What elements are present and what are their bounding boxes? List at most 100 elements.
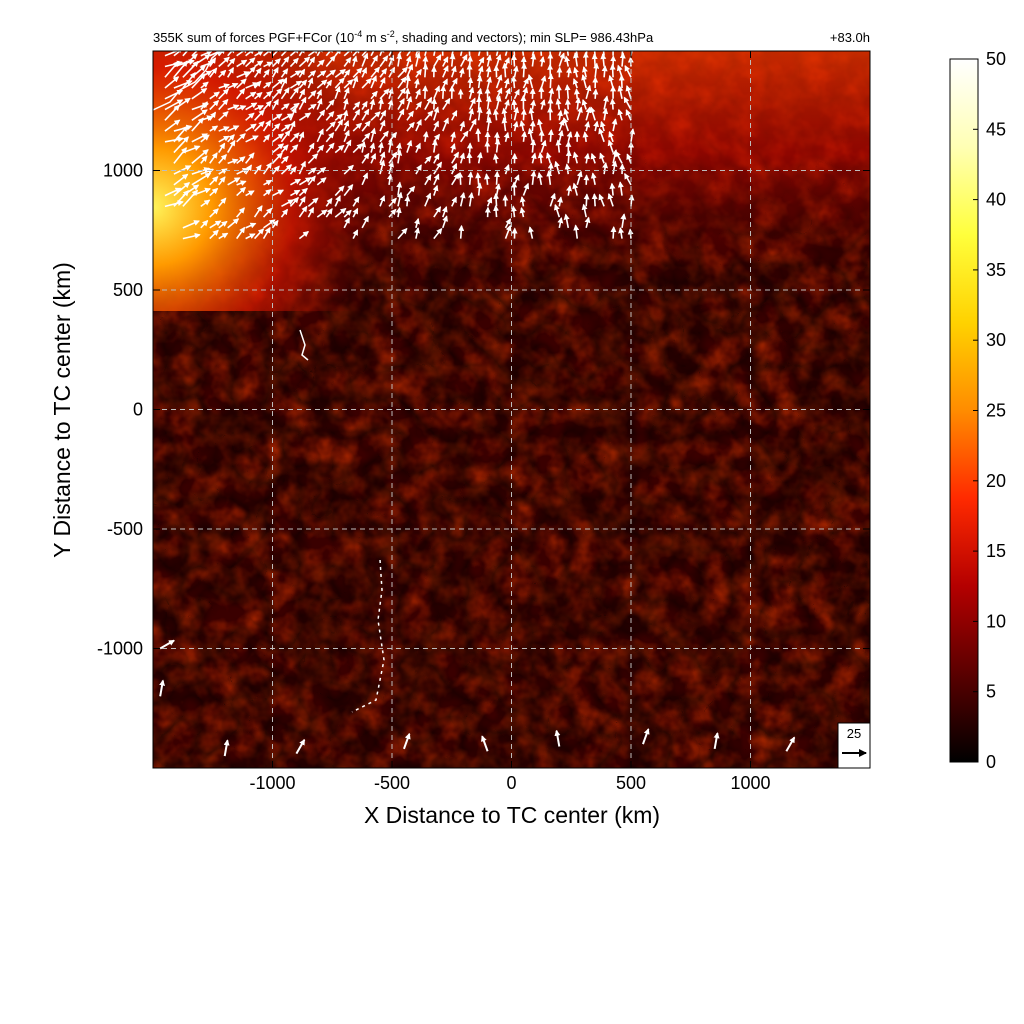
force-vector <box>200 219 209 229</box>
force-vector <box>387 139 394 153</box>
force-vector <box>553 203 561 218</box>
force-vector <box>584 216 591 229</box>
strong-force-corner <box>153 51 413 311</box>
y-tick-label: 0 <box>133 400 143 420</box>
force-vector <box>351 55 358 67</box>
force-vector <box>379 55 389 67</box>
force-vector <box>280 87 290 100</box>
force-vector <box>495 53 502 67</box>
force-vector <box>495 95 502 110</box>
force-vector <box>325 55 336 68</box>
force-vector <box>182 51 189 57</box>
island-chain <box>299 329 309 361</box>
force-vector <box>334 68 346 78</box>
force-vector <box>433 161 443 175</box>
force-vector <box>227 125 240 132</box>
reference-vector-box <box>837 722 871 769</box>
force-vector <box>617 108 624 121</box>
force-vector <box>262 100 272 111</box>
force-vector <box>609 98 616 110</box>
force-vector <box>316 70 327 78</box>
force-vector <box>289 70 302 78</box>
force-vector <box>298 88 306 100</box>
force-vector <box>262 226 271 240</box>
force-vector <box>325 111 335 121</box>
force-vector <box>298 96 307 110</box>
force-vector <box>164 51 185 57</box>
force-vector <box>512 65 519 78</box>
force-vector <box>504 51 508 56</box>
y-tick-label: 500 <box>113 280 143 300</box>
x-tick-label: 0 <box>506 773 516 793</box>
force-vector <box>572 182 579 196</box>
force-vector <box>343 56 352 68</box>
force-vector <box>591 53 598 67</box>
force-vector <box>433 173 440 186</box>
force-vector <box>432 51 438 56</box>
force-vector <box>547 129 554 142</box>
title-exponent-2: -2 <box>387 29 395 39</box>
force-vector <box>343 164 354 175</box>
force-vector <box>585 106 592 121</box>
force-vector <box>414 217 420 229</box>
force-vector <box>558 52 566 67</box>
force-vector <box>361 67 367 78</box>
force-vector <box>610 226 617 239</box>
force-vector <box>289 144 299 154</box>
coastline <box>153 51 385 713</box>
force-vector <box>618 227 625 239</box>
force-vector <box>458 224 465 239</box>
force-vector <box>361 52 369 67</box>
force-vector <box>262 207 273 218</box>
force-vector <box>537 152 544 164</box>
force-vector <box>555 98 562 110</box>
force-vector <box>564 163 571 175</box>
force-vector <box>280 124 291 132</box>
force-vector <box>218 197 227 207</box>
force-vector <box>582 51 589 67</box>
force-vector <box>159 679 166 697</box>
force-vector <box>253 205 263 218</box>
force-vector <box>218 142 226 154</box>
force-vector <box>209 57 217 67</box>
y-tick-label: -500 <box>107 519 143 539</box>
force-vector <box>572 78 579 89</box>
force-vector <box>370 51 375 57</box>
force-vector <box>591 193 598 207</box>
force-vector <box>442 65 449 78</box>
force-vector <box>307 175 316 186</box>
colorbar-tick-label: 35 <box>986 260 1006 280</box>
force-vector <box>562 117 570 132</box>
force-vector <box>433 153 440 164</box>
force-vector <box>536 118 543 132</box>
force-vector <box>785 736 796 752</box>
force-vector <box>530 139 537 153</box>
colorbar: 0 5 10 15 20 25 30 35 40 45 50 <box>949 49 1006 772</box>
force-vector <box>442 215 448 229</box>
force-vector <box>546 170 553 185</box>
force-vector <box>495 74 503 89</box>
force-vector <box>450 143 456 153</box>
force-vector <box>307 153 319 164</box>
force-vector <box>468 191 474 207</box>
force-vector <box>433 206 442 218</box>
force-vector <box>200 81 209 89</box>
force-vector <box>263 189 272 197</box>
force-vector <box>442 56 449 67</box>
force-vector <box>280 208 289 218</box>
force-vector <box>486 54 492 67</box>
force-vector <box>272 189 285 197</box>
coastline-north <box>153 51 221 111</box>
force-vector <box>476 182 483 196</box>
force-vector <box>370 75 377 89</box>
force-vector <box>521 62 528 78</box>
force-vector <box>352 229 359 239</box>
force-vector <box>486 196 493 207</box>
force-vector <box>281 199 295 208</box>
force-vector <box>361 172 368 186</box>
force-vector <box>218 83 231 90</box>
force-vector <box>396 149 403 164</box>
force-vector <box>459 120 466 132</box>
force-vector <box>397 227 408 240</box>
reference-vector-label: 25 <box>847 726 861 741</box>
